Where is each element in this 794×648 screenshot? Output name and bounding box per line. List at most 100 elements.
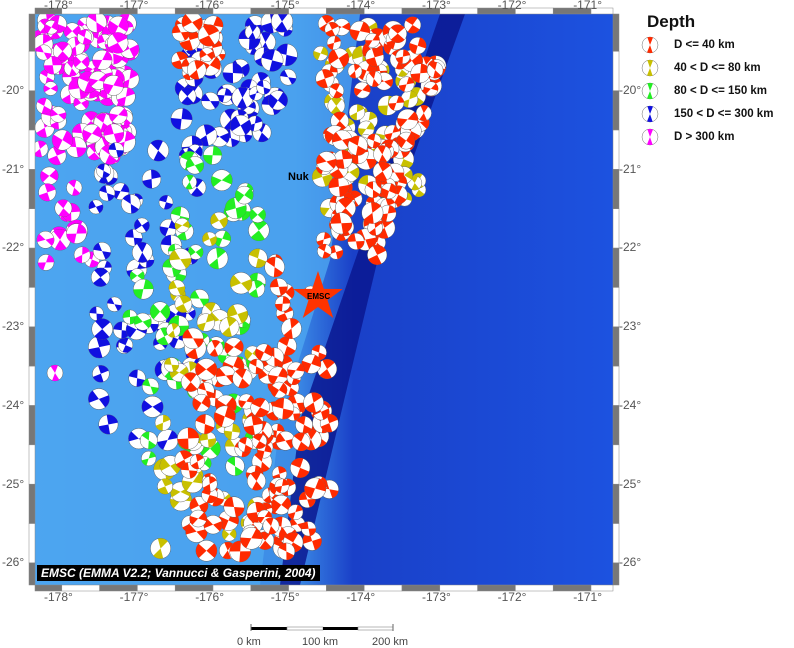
focal-mechanism-beachball <box>98 414 119 435</box>
focal-mechanism-beachball <box>107 32 129 54</box>
scale-label-0: 0 km <box>237 636 261 648</box>
focal-mechanism-beachball <box>106 296 123 312</box>
focal-mechanism-beachball <box>52 41 73 61</box>
focal-mechanism-beachball <box>347 135 368 156</box>
focal-mechanism-beachball <box>364 181 382 199</box>
frame-segment <box>28 444 36 485</box>
focal-mechanism-beachball <box>73 246 91 264</box>
focal-mechanism-beachball <box>199 47 215 62</box>
focal-mechanism-beachball <box>248 219 270 242</box>
legend-item: D > 300 km <box>640 127 734 147</box>
focal-mechanism-beachball <box>131 242 153 263</box>
lat-tick-right: -20° <box>619 83 642 97</box>
focal-mechanism-beachball <box>328 176 350 198</box>
focal-mechanism-beachball <box>388 95 405 111</box>
focal-mechanism-beachball <box>108 142 125 158</box>
focal-mechanism-beachball <box>89 306 104 321</box>
focal-mechanism-beachball <box>397 108 419 130</box>
epicenter-label: EMSC <box>307 292 331 301</box>
focal-mechanism-beachball <box>243 415 264 436</box>
focal-mechanism-beachball <box>232 368 253 389</box>
focal-mechanism-beachball <box>251 433 268 449</box>
focal-mechanism-beachball <box>248 358 264 375</box>
focal-mechanism-beachball <box>91 318 113 340</box>
frame-segment <box>28 247 36 288</box>
focal-mechanism-beachball <box>128 369 146 387</box>
lat-tick-right: -26° <box>619 555 642 570</box>
focal-mechanism-beachball <box>195 540 218 562</box>
focal-mechanism-beachball <box>272 397 295 420</box>
focal-mechanism-beachball <box>195 358 218 381</box>
lat-tick-left: -22° <box>2 240 25 255</box>
lat-tick-left: -21° <box>2 161 25 176</box>
lon-tick-top: -173° <box>422 0 451 12</box>
focal-mechanism-beachball <box>277 336 297 356</box>
lat-tick-left: -24° <box>2 397 25 412</box>
focal-mechanism-beachball <box>328 47 350 69</box>
focal-mechanism-beachball <box>174 217 190 233</box>
focal-mechanism-beachball <box>206 339 224 357</box>
focal-mechanism-beachball <box>641 82 659 100</box>
frame-segment <box>590 7 614 15</box>
lon-tick-bottom: -171° <box>573 590 603 604</box>
focal-mechanism-beachball <box>192 393 211 413</box>
focal-mechanism-beachball <box>365 47 385 67</box>
lon-tick-bottom: -172° <box>497 590 527 604</box>
lon-tick-bottom: -177° <box>119 590 149 604</box>
focal-mechanism-beachball <box>38 183 57 202</box>
scale-label-100: 100 km <box>302 636 339 648</box>
lat-tick-right: -21° <box>619 161 642 176</box>
beachball-icon <box>641 59 659 77</box>
focal-mechanism-beachball <box>66 179 83 196</box>
focal-mechanism-beachball <box>279 68 297 86</box>
focal-mechanism-beachball <box>271 494 292 515</box>
focal-mechanism-beachball <box>291 432 311 452</box>
focal-mechanism-beachball <box>103 74 124 96</box>
focal-mechanism-beachball <box>409 37 427 55</box>
focal-mechanism-beachball <box>384 124 401 142</box>
focal-mechanism-beachball <box>147 139 170 162</box>
focal-mechanism-beachball <box>182 174 197 190</box>
lat-tick-left: -20° <box>2 83 25 97</box>
focal-mechanism-beachball <box>264 256 285 278</box>
focal-mechanism-beachball <box>373 145 392 164</box>
beachball-icon <box>641 105 659 123</box>
focal-mechanism-beachball <box>142 377 159 395</box>
legend-item: 150 < D <= 300 km <box>640 104 773 124</box>
focal-mechanism-beachball <box>229 114 252 137</box>
focal-mechanism-beachball <box>333 149 353 169</box>
lat-tick-left: -23° <box>2 319 25 334</box>
focal-mechanism-beachball <box>231 86 254 109</box>
focal-mechanism-beachball <box>246 471 266 491</box>
focal-mechanism-beachball <box>201 476 218 492</box>
focal-mechanism-beachball <box>158 195 174 210</box>
focal-mechanism-beachball <box>177 427 200 450</box>
focal-mechanism-beachball <box>357 120 375 138</box>
focal-mechanism-beachball <box>641 36 659 54</box>
lat-tick-right: -24° <box>619 397 642 412</box>
legend-item: D <= 40 km <box>640 35 735 55</box>
frame-segment <box>28 129 36 170</box>
focal-mechanism-beachball <box>304 477 327 500</box>
frame-segment <box>590 584 614 592</box>
beachball-icon <box>641 36 659 54</box>
focal-mechanism-beachball <box>353 81 371 99</box>
focal-mechanism-beachball <box>426 61 444 79</box>
focal-mechanism-beachball <box>210 169 233 191</box>
focal-mechanism-beachball <box>415 105 432 122</box>
focal-mechanism-beachball <box>125 228 143 247</box>
focal-mechanism-beachball <box>35 97 53 114</box>
focal-mechanism-beachball <box>256 79 271 95</box>
focal-mechanism-beachball <box>348 104 366 121</box>
focal-mechanism-beachball <box>244 24 261 41</box>
frame-segment <box>28 51 36 91</box>
focal-mechanism-beachball <box>77 29 92 45</box>
focal-mechanism-beachball <box>400 90 419 108</box>
focal-mechanism-beachball <box>275 431 296 451</box>
focal-mechanism-beachball <box>109 105 128 125</box>
focal-mechanism-beachball <box>206 247 229 270</box>
legend-title: Depth <box>647 12 696 31</box>
focal-mechanism-beachball <box>43 81 58 96</box>
focal-mechanism-beachball <box>641 105 659 123</box>
focal-mechanism-beachball <box>237 437 254 453</box>
